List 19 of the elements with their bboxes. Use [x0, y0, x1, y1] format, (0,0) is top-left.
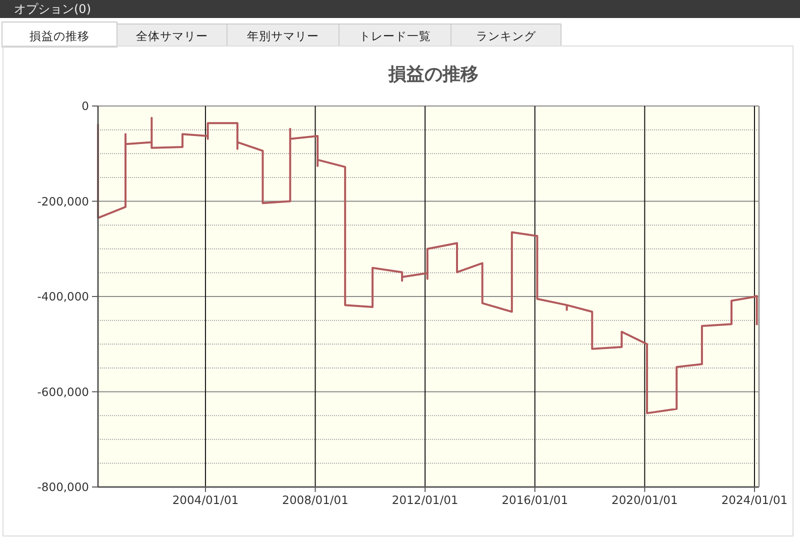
y-tick-label: -600,000: [37, 384, 89, 399]
text: 年別サマリー: [247, 29, 319, 43]
x-tick-label: 2016/01/01: [502, 493, 568, 507]
y-tick-label: 0: [82, 99, 89, 113]
y-tick-label: -800,000: [37, 480, 89, 494]
x-tick-label: 2024/01/01: [721, 493, 788, 507]
text: ランキング: [476, 29, 537, 43]
x-tick-label: 2004/01/01: [172, 493, 239, 507]
text: オプション(0): [14, 2, 91, 16]
text: トレード一覧: [359, 29, 431, 43]
chart-title: 損益の推移: [388, 64, 478, 85]
x-tick-label: 2008/01/01: [282, 493, 348, 507]
text: 全体サマリー: [136, 29, 208, 43]
line-series: [97, 116, 758, 414]
text: 損益の推移: [30, 29, 90, 43]
y-tick-label: -400,000: [37, 290, 89, 304]
x-tick-label: 2020/01/01: [612, 493, 678, 507]
y-tick-label: -200,000: [37, 194, 89, 208]
x-tick-label: 2012/01/01: [392, 493, 458, 507]
